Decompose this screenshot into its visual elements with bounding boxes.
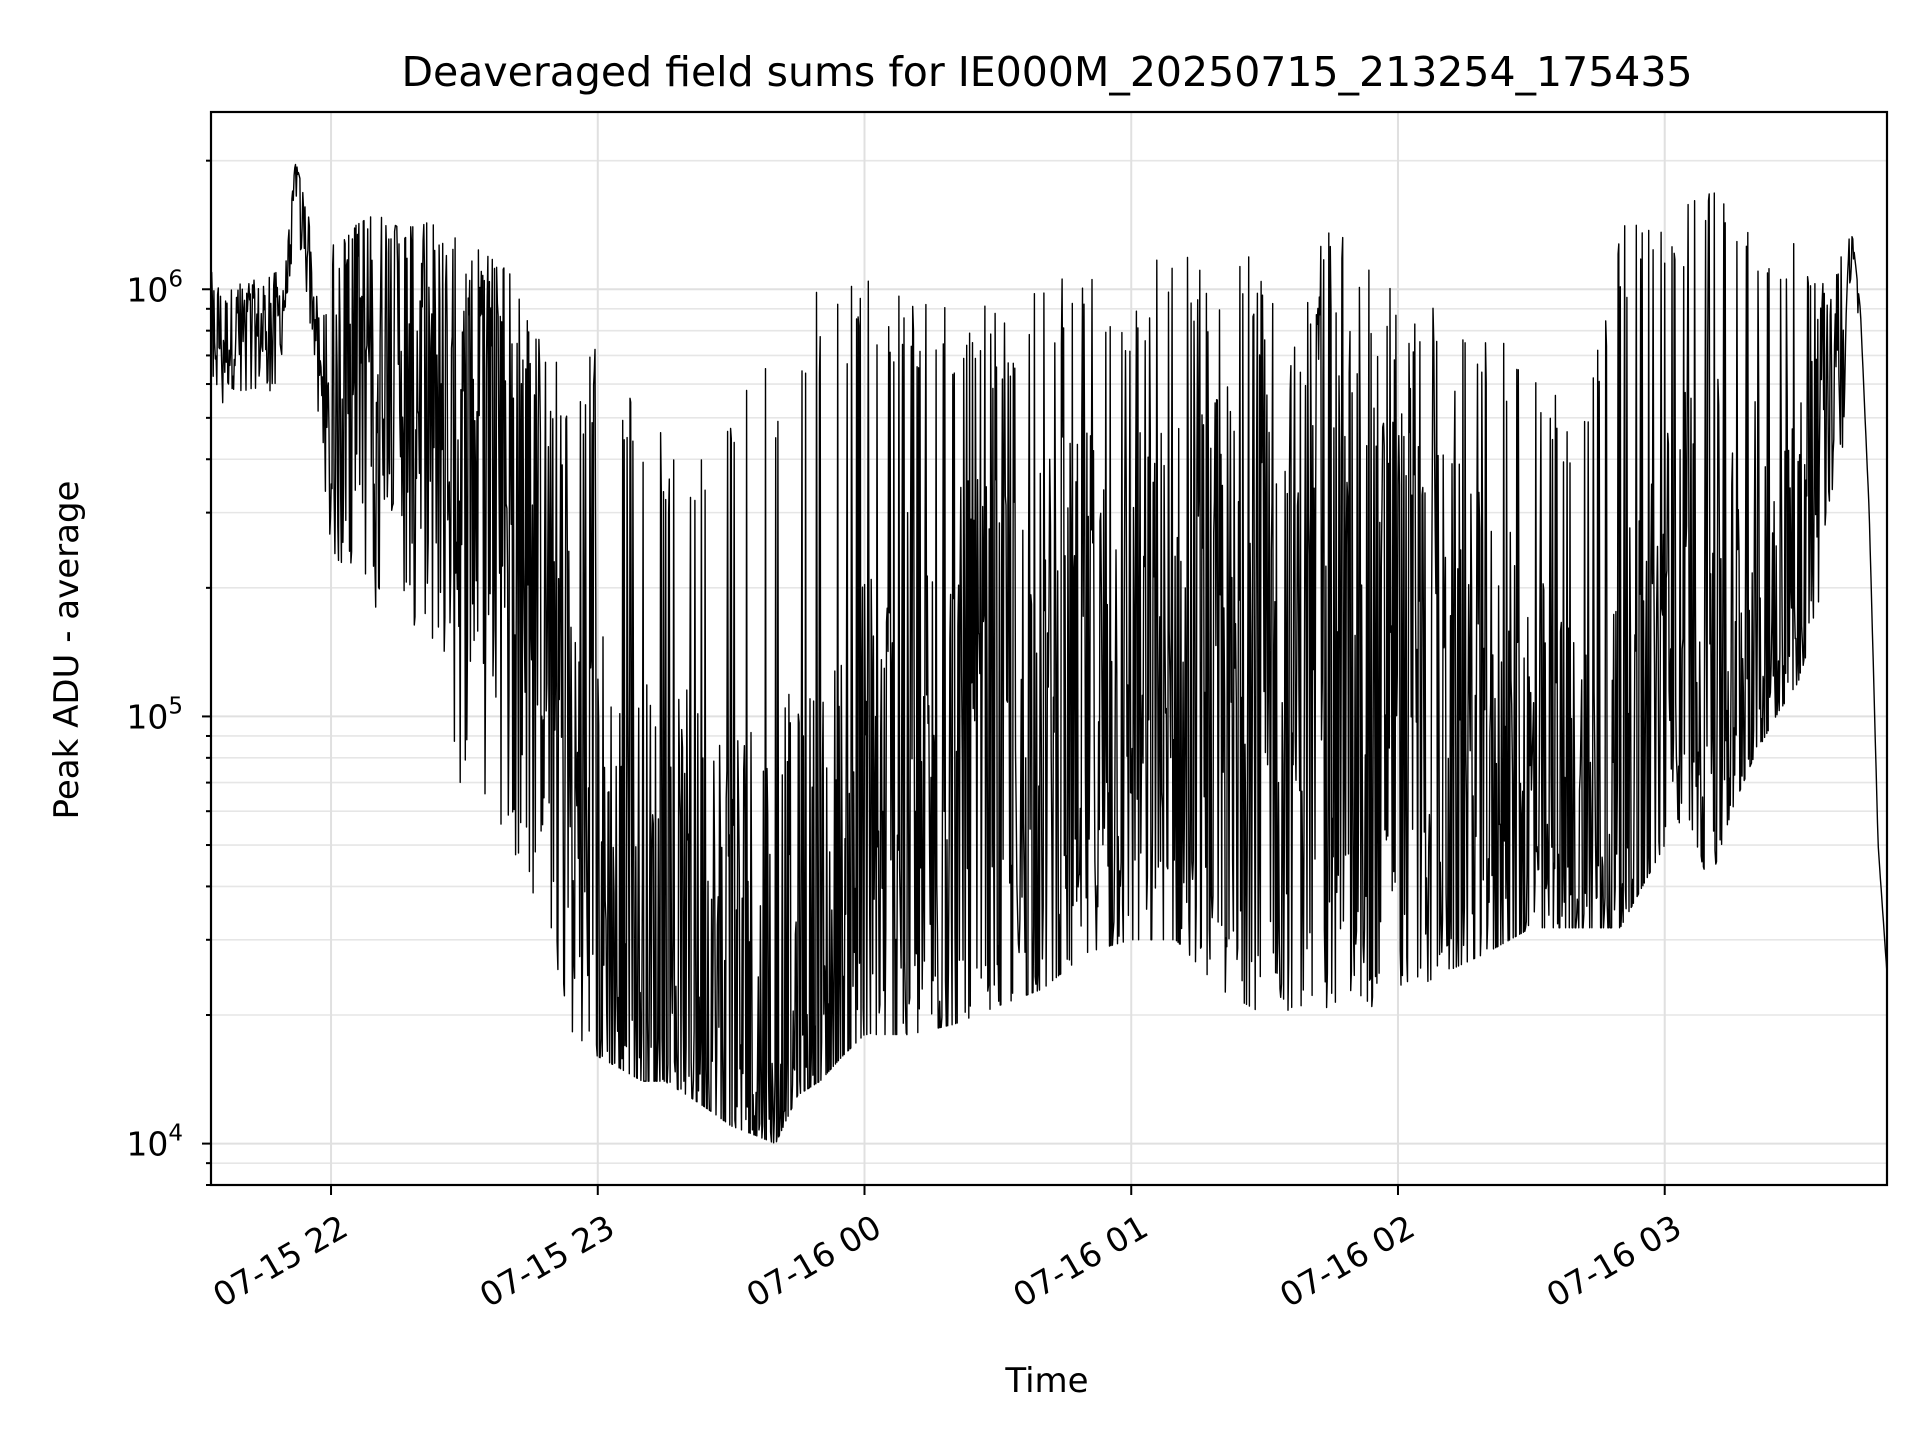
series-line-0	[211, 163, 1887, 1144]
chart-series-layer	[211, 163, 1887, 1144]
y-tick-label: 104	[126, 1121, 183, 1164]
x-tick-label: 07-16 00	[740, 1207, 888, 1315]
y-axis-label: Peak ADU - average	[47, 481, 87, 820]
y-axis: 104 105 106	[126, 159, 211, 1186]
plot-area-frame	[209, 110, 1889, 1187]
y-tick-label: 106	[126, 266, 183, 309]
x-tick-label: 07-16 02	[1273, 1207, 1421, 1315]
x-tick-label: 07-16 03	[1540, 1207, 1688, 1315]
x-axis: 07-15 22 07-15 23 07-16 00 07-16 01 07-16 02…	[206, 1185, 1688, 1315]
x-tick-label: 07-16 01	[1006, 1207, 1154, 1315]
x-tick-label: 07-15 23	[473, 1207, 621, 1315]
chart-title: Deaveraged field sums for IE000M_2025071…	[401, 48, 1692, 96]
x-tick-label: 07-15 22	[206, 1207, 354, 1315]
x-axis-label: Time	[1004, 1361, 1088, 1401]
y-tick-label: 105	[126, 693, 183, 736]
